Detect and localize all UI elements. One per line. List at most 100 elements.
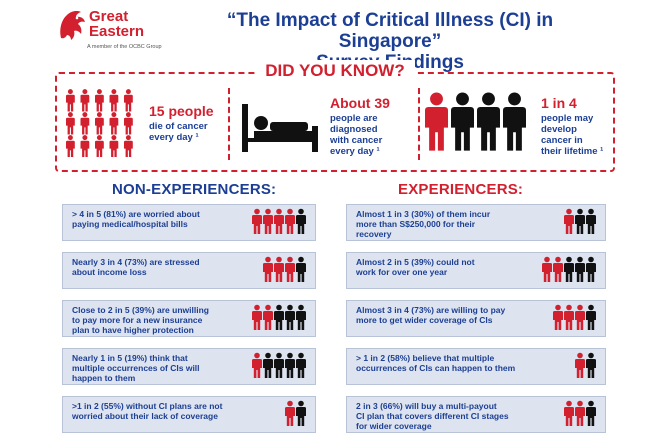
person-icon bbox=[66, 89, 75, 112]
fact-2-body: people are diagnosed with cancer every d… bbox=[330, 113, 382, 157]
person-icon bbox=[575, 304, 585, 330]
finding-text: Almost 3 in 4 (73%) are willing to pay m… bbox=[356, 305, 505, 325]
people-ratio-icon bbox=[252, 304, 306, 330]
person-icon bbox=[124, 112, 133, 135]
person-icon bbox=[109, 89, 119, 112]
finding-line: > 1 in 2 (58%) believe that multiple bbox=[356, 353, 495, 363]
person-icon bbox=[553, 304, 563, 330]
person-icon bbox=[274, 208, 284, 234]
brand-logo: Great Eastern A member of the OCBC Group bbox=[57, 8, 177, 54]
people-ratio-icon bbox=[553, 304, 596, 330]
person-icon bbox=[263, 256, 273, 282]
person-icon bbox=[80, 89, 90, 112]
person-icon bbox=[80, 135, 90, 157]
fact-3-body: people may develop cancer in their lifet… bbox=[541, 113, 603, 157]
person-icon bbox=[285, 256, 295, 282]
finding-text: >1 in 2 (55%) without CI plans are not w… bbox=[72, 401, 222, 421]
person-icon bbox=[296, 256, 306, 282]
finding-text: Nearly 1 in 5 (19%) think that multiple … bbox=[72, 353, 200, 383]
person-icon bbox=[575, 256, 585, 282]
non-experiencer-finding: Nearly 3 in 4 (73%) are stressed about i… bbox=[62, 252, 316, 289]
finding-line: Almost 2 in 5 (39%) could not bbox=[356, 257, 475, 267]
fact-2-line: people are bbox=[330, 113, 378, 124]
fact-divider bbox=[418, 88, 420, 160]
brand-tagline: A member of the OCBC Group bbox=[87, 44, 162, 50]
person-icon bbox=[252, 304, 262, 330]
people-row-icon bbox=[425, 92, 526, 151]
fact-3-line: cancer in bbox=[541, 135, 583, 146]
person-icon bbox=[425, 92, 448, 151]
finding-line: occurrences of CIs can happen to them bbox=[356, 363, 516, 373]
fact-2-highlight: About 39 bbox=[330, 95, 390, 111]
person-icon bbox=[95, 89, 104, 112]
finding-line: work for over one year bbox=[356, 267, 448, 277]
person-icon bbox=[564, 208, 574, 234]
person-icon bbox=[263, 304, 273, 330]
did-you-know-title: DID YOU KNOW? bbox=[255, 60, 415, 82]
experiencer-finding: 2 in 3 (66%) will buy a multi-payout CI … bbox=[346, 396, 606, 433]
fact-1-line: every day ¹ bbox=[149, 132, 199, 143]
people-ratio-icon bbox=[263, 256, 306, 282]
person-icon bbox=[80, 112, 90, 135]
person-icon bbox=[285, 304, 295, 330]
finding-text: Nearly 3 in 4 (73%) are stressed about i… bbox=[72, 257, 200, 277]
finding-line: multiple occurrences of CIs will bbox=[72, 363, 200, 373]
person-icon bbox=[296, 352, 306, 378]
person-icon bbox=[95, 135, 104, 157]
hospital-bed-icon bbox=[242, 104, 318, 152]
finding-line: happen to them bbox=[72, 373, 136, 383]
finding-line: more to get wider coverage of CIs bbox=[356, 315, 493, 325]
person-icon bbox=[274, 256, 284, 282]
person-icon bbox=[586, 208, 596, 234]
person-icon bbox=[586, 304, 596, 330]
people-ratio-icon bbox=[252, 208, 306, 234]
brand-name-line2: Eastern bbox=[89, 23, 145, 40]
person-icon bbox=[124, 89, 133, 112]
person-icon bbox=[95, 112, 104, 135]
finding-line: >1 in 2 (55%) without CI plans are not bbox=[72, 401, 223, 411]
non-experiencer-finding: Nearly 1 in 5 (19%) think that multiple … bbox=[62, 348, 316, 385]
finding-text: Almost 2 in 5 (39%) could not work for o… bbox=[356, 257, 475, 277]
people-ratio-icon bbox=[285, 400, 306, 426]
finding-line: plan to have higher protection bbox=[72, 325, 194, 335]
person-icon bbox=[564, 400, 574, 426]
fact-3-line: their lifetime ¹ bbox=[541, 146, 604, 157]
person-icon bbox=[296, 208, 306, 234]
finding-line: Nearly 3 in 4 (73%) are stressed bbox=[72, 257, 200, 267]
finding-line: more than S$250,000 for their bbox=[356, 219, 476, 229]
person-icon bbox=[575, 352, 585, 378]
lion-logo-icon bbox=[60, 11, 85, 40]
person-icon bbox=[66, 135, 75, 157]
person-icon bbox=[553, 256, 563, 282]
finding-line: paying medical/hospital bills bbox=[72, 219, 188, 229]
finding-text: > 1 in 2 (58%) believe that multiple occ… bbox=[356, 353, 515, 373]
finding-line: for wider coverage bbox=[356, 421, 432, 431]
person-icon bbox=[575, 208, 585, 234]
finding-line: Close to 2 in 5 (39%) are unwilling bbox=[72, 305, 209, 315]
finding-text: Close to 2 in 5 (39%) are unwilling to p… bbox=[72, 305, 209, 335]
people-ratio-icon bbox=[564, 208, 596, 234]
experiencers-heading: EXPERIENCERS: bbox=[398, 181, 524, 198]
non-experiencer-finding: >1 in 2 (55%) without CI plans are not w… bbox=[62, 396, 316, 433]
fact-divider bbox=[228, 88, 230, 160]
fact-1-highlight: 15 people bbox=[149, 103, 214, 119]
finding-text: > 4 in 5 (81%) are worried about paying … bbox=[72, 209, 200, 229]
person-icon bbox=[263, 352, 273, 378]
person-icon bbox=[564, 304, 574, 330]
person-icon bbox=[252, 352, 262, 378]
person-icon bbox=[296, 304, 306, 330]
person-icon bbox=[564, 256, 574, 282]
brand-name-line1: Great bbox=[89, 8, 129, 25]
finding-line: 2 in 3 (66%) will buy a multi-payout bbox=[356, 401, 497, 411]
finding-line: recovery bbox=[356, 229, 392, 239]
person-icon bbox=[586, 352, 596, 378]
finding-line: Nearly 1 in 5 (19%) think that bbox=[72, 353, 188, 363]
person-icon bbox=[296, 400, 306, 426]
person-icon bbox=[274, 304, 284, 330]
people-ratio-icon bbox=[564, 400, 596, 426]
title-line1: “The Impact of Critical Illness (CI) in … bbox=[226, 10, 554, 52]
person-icon bbox=[252, 208, 262, 234]
finding-text: 2 in 3 (66%) will buy a multi-payout CI … bbox=[356, 401, 509, 431]
fact-3-line: develop bbox=[541, 124, 577, 135]
non-experiencers-heading: NON-EXPERIENCERS: bbox=[112, 181, 277, 198]
